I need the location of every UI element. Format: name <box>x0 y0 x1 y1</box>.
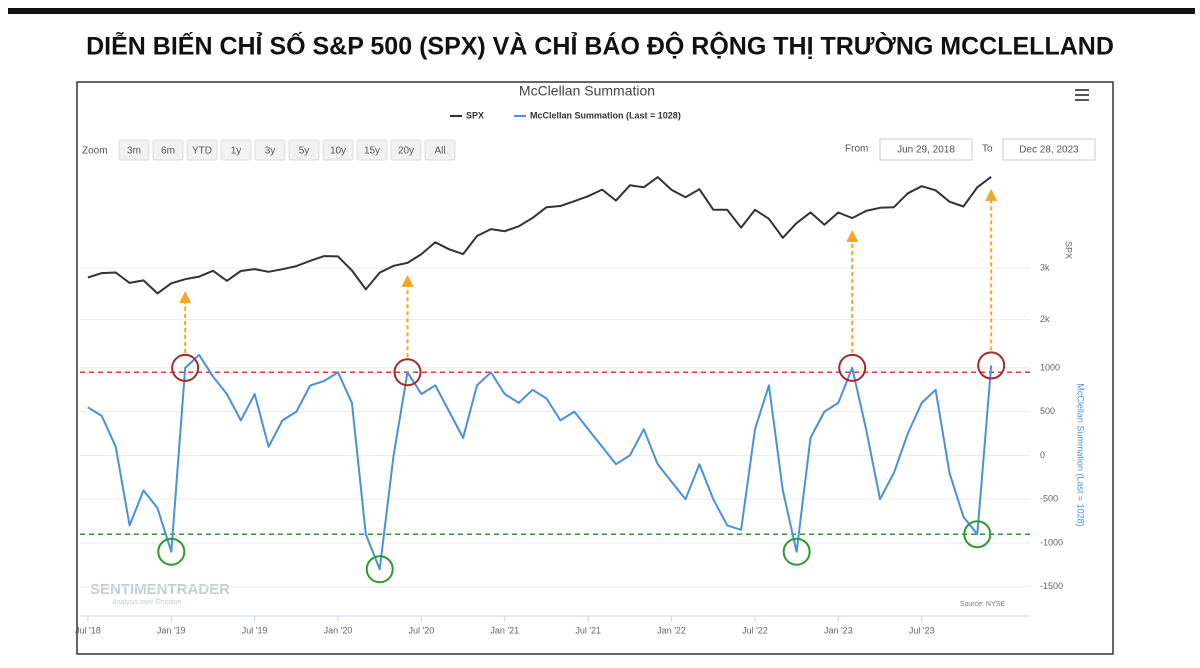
x-tick-label: Jan '19 <box>157 625 186 635</box>
highlight-circle <box>365 555 394 584</box>
x-tick-label: Jul '21 <box>575 625 601 635</box>
x-tick-label: Jan '23 <box>824 625 853 635</box>
y-tick-label: -1000 <box>1040 537 1063 547</box>
legend-label[interactable]: SPX <box>466 110 484 120</box>
zoom-button[interactable] <box>254 139 286 161</box>
zoom-button-label: 3y <box>265 146 276 157</box>
menu-bar <box>1075 94 1089 96</box>
top-bar <box>8 8 1195 14</box>
y-tick-label: 2k <box>1040 314 1050 324</box>
zoom-button[interactable] <box>220 139 252 161</box>
zoom-button-label: All <box>434 146 445 157</box>
zoom-button-label: 3m <box>127 146 141 157</box>
arrow-head <box>401 274 414 287</box>
to-input[interactable] <box>1002 138 1096 161</box>
zoom-button[interactable] <box>356 139 388 161</box>
highlight-circle <box>838 353 867 382</box>
highlight-circle <box>963 520 992 549</box>
x-tick-label: Jan '20 <box>324 625 353 635</box>
from-label: From <box>845 144 868 155</box>
zoom-button[interactable] <box>152 139 184 161</box>
zoom-button[interactable] <box>288 139 320 161</box>
menu-icon[interactable] <box>1075 89 1089 101</box>
watermark: SENTIMENTRADER <box>90 581 230 598</box>
highlight-circle <box>977 351 1006 380</box>
y-tick-label: 3k <box>1040 262 1050 272</box>
watermark-tagline: Analysis over Emotion <box>112 599 181 606</box>
series-line <box>87 353 993 571</box>
y-tick-label: 500 <box>1040 406 1055 416</box>
series-line <box>87 176 992 295</box>
y-tick-label: 0 <box>1040 450 1045 460</box>
chart-title: McClellan Summation <box>519 83 655 99</box>
zoom-button[interactable] <box>186 139 218 161</box>
highlight-circle <box>171 353 200 382</box>
arrow-head <box>179 291 192 304</box>
zoom-button[interactable] <box>322 139 354 161</box>
zoom-button-label: YTD <box>192 146 212 157</box>
from-date: Jun 29, 2018 <box>897 145 955 156</box>
y-tick-label: 1000 <box>1040 362 1060 372</box>
zoom-label: Zoom <box>82 146 108 157</box>
zoom-button-label: 5y <box>299 146 310 157</box>
y2-axis-title: SPX <box>1064 241 1074 259</box>
highlight-circle <box>393 358 422 387</box>
zoom-button-label: 1y <box>231 146 242 157</box>
zoom-button-label: 10y <box>330 146 346 157</box>
x-tick-label: Jul '22 <box>742 625 768 635</box>
y-tick-label: -1500 <box>1040 581 1063 591</box>
x-tick-label: Jul '20 <box>409 625 435 635</box>
arrow-head <box>846 230 859 243</box>
x-tick-label: Jul '19 <box>242 625 268 635</box>
y-axis-title: McClellan Summation (Last = 1028) <box>1076 383 1086 526</box>
zoom-button[interactable] <box>118 139 150 161</box>
source: Source: NYSE <box>960 601 1005 608</box>
to-label: To <box>982 144 993 155</box>
x-tick-label: Jul '23 <box>909 625 935 635</box>
zoom-button[interactable] <box>424 139 456 161</box>
highlight-circle <box>157 537 186 566</box>
zoom-button-label: 20y <box>398 146 414 157</box>
to-date: Dec 28, 2023 <box>1019 145 1079 156</box>
from-input[interactable] <box>879 138 973 161</box>
y-tick-label: -500 <box>1040 494 1058 504</box>
arrow-head <box>985 188 998 201</box>
headline: DIỄN BIẾN CHỈ SỐ S&P 500 (SPX) VÀ CHỈ BÁ… <box>86 31 1114 61</box>
x-tick-label: Jul '18 <box>75 625 101 635</box>
highlight-circle <box>782 537 811 566</box>
zoom-button-label: 6m <box>161 146 175 157</box>
x-tick-label: Jan '21 <box>490 625 519 635</box>
x-tick-label: Jan '22 <box>657 625 686 635</box>
menu-bar <box>1075 89 1089 91</box>
zoom-button[interactable] <box>390 139 422 161</box>
legend-label[interactable]: McClellan Summation (Last = 1028) <box>530 110 681 120</box>
zoom-button-label: 15y <box>364 146 380 157</box>
menu-bar <box>1075 99 1089 101</box>
